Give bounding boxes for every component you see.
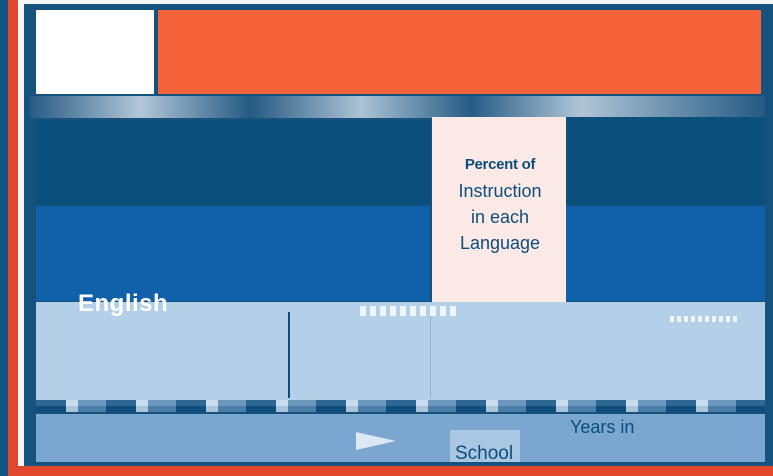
center-label-line4: Language — [459, 233, 541, 253]
blue-region-left — [36, 206, 430, 301]
divider-line-left — [288, 312, 290, 398]
navy-region-right-lower — [566, 160, 765, 205]
render-artifact-strip — [30, 96, 765, 118]
center-label-tab — [432, 117, 468, 157]
frame-inner-top — [18, 0, 773, 4]
years-in-label: Years in — [570, 417, 635, 437]
center-label-line3: in each — [470, 207, 530, 227]
frame-border-bottom — [8, 466, 773, 476]
english-region — [36, 302, 765, 406]
render-artifact-small — [670, 316, 740, 322]
percent-instruction-label: Percent of Instruction in each Language — [440, 156, 560, 256]
top-orange-band — [158, 10, 761, 94]
bottom-axis-bar — [36, 414, 765, 462]
center-label-line1: Percent of — [464, 156, 536, 173]
english-label: English — [78, 290, 169, 317]
bottom-label-patch — [450, 430, 520, 462]
right-arrow-icon — [356, 432, 396, 450]
navy-region-left — [36, 120, 430, 204]
top-white-block — [36, 10, 154, 94]
frame-border-left — [8, 0, 18, 476]
school-label: School — [455, 443, 514, 464]
blue-region-right — [566, 206, 765, 301]
frame-inner-left — [18, 0, 24, 466]
divider-line-center — [430, 312, 431, 398]
render-artifact-strip-lower — [36, 400, 765, 412]
center-label-line2: Instruction — [458, 181, 542, 201]
render-artifact-ticks — [360, 306, 460, 316]
